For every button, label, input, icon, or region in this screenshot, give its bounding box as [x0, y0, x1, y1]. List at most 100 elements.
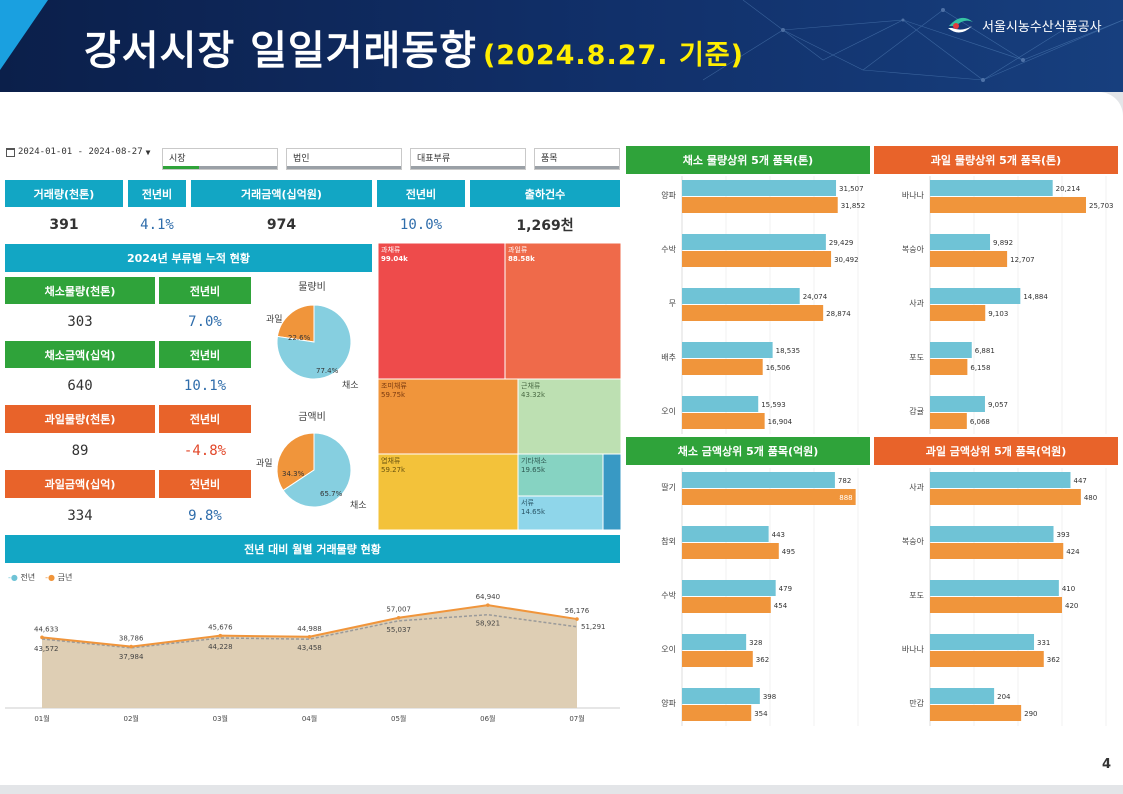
chevron-down-icon: ▼	[145, 147, 151, 157]
bar-curr[interactable]	[682, 251, 832, 267]
bar-curr-label: 6,158	[970, 364, 990, 372]
filter-market[interactable]: 시장	[162, 148, 278, 170]
bar-curr[interactable]	[930, 597, 1062, 613]
treemap-label: 조미채류	[381, 381, 407, 390]
bar-prev[interactable]	[682, 288, 800, 304]
bar-curr[interactable]	[682, 651, 753, 667]
veg-amount-bar-chart[interactable]: 딸기 782 888 참외 443 495 수박 479 454 오이 328 362 양파 398 354	[626, 468, 870, 726]
pie-slice-veg[interactable]	[282, 432, 352, 508]
treemap-cell[interactable]: 엽채류 59.27k	[378, 453, 519, 530]
veg-volume-yoy-label: 전년비	[159, 277, 251, 304]
bar-curr[interactable]	[930, 543, 1064, 559]
treemap-cell[interactable]	[602, 453, 621, 530]
veg-volume-label: 채소물량(천톤)	[5, 277, 155, 304]
bar-curr[interactable]	[930, 413, 967, 429]
fruit-amount-bar-chart[interactable]: 사과 447 480 복숭아 393 424 포도 410 420 바나나 331 362 만감 204 2…	[874, 468, 1118, 726]
treemap-cell[interactable]: 과일류 88.58k	[504, 243, 621, 380]
bar-prev-label: 14,884	[1023, 293, 1048, 301]
bar-curr[interactable]	[930, 489, 1081, 505]
bar-curr[interactable]	[682, 489, 856, 505]
bar-curr[interactable]	[682, 413, 765, 429]
category-label: 오이	[661, 644, 676, 654]
bar-prev[interactable]	[930, 180, 1053, 196]
bar-prev[interactable]	[682, 342, 773, 358]
bar-prev[interactable]	[930, 688, 995, 704]
bar-prev[interactable]	[930, 472, 1071, 488]
bar-curr[interactable]	[682, 597, 771, 613]
bar-prev[interactable]	[930, 288, 1021, 304]
bar-prev[interactable]	[930, 580, 1059, 596]
bar-curr-label: 30,492	[834, 256, 859, 264]
bar-curr[interactable]	[930, 251, 1008, 267]
bar-curr[interactable]	[930, 705, 1022, 721]
bar-curr-label: 25,703	[1089, 202, 1114, 210]
bar-prev[interactable]	[682, 180, 837, 196]
bar-curr-label: 888	[839, 494, 852, 502]
bar-prev[interactable]	[682, 396, 759, 412]
bar-prev[interactable]	[930, 342, 972, 358]
curr-point[interactable]	[307, 634, 312, 639]
bar-curr[interactable]	[930, 305, 986, 321]
treemap-value: 19.65k	[521, 466, 546, 474]
bar-prev-label: 398	[763, 693, 776, 701]
curr-point[interactable]	[129, 644, 133, 649]
curr-point[interactable]	[40, 635, 44, 640]
bar-prev-label: 331	[1037, 639, 1050, 647]
bar-prev[interactable]	[682, 526, 769, 542]
pie-veg-label: 채소	[350, 500, 367, 511]
bar-curr[interactable]	[682, 543, 779, 559]
veg-volume-bar-chart[interactable]: 양파 31,507 31,852 수박 29,429 30,492 무 24,074 28,87…	[626, 176, 870, 434]
filter-item[interactable]: 품목	[534, 148, 620, 170]
veg-volume-value: 303	[67, 314, 93, 330]
bar-curr[interactable]	[682, 305, 824, 321]
curr-point[interactable]	[396, 615, 401, 620]
bar-prev[interactable]	[930, 634, 1035, 650]
treemap-cell[interactable]: 과채류 99.04k	[378, 243, 506, 380]
treemap-cell[interactable]: 기타채소 19.65k	[517, 453, 604, 497]
curr-value-label: 44,988	[297, 625, 322, 633]
bar-prev[interactable]	[930, 234, 991, 250]
page-date: (2024.8.27. 기준)	[482, 40, 744, 71]
category-label: 딸기	[661, 482, 676, 492]
filter-corporation[interactable]: 법인	[286, 148, 402, 170]
veg-amount-label: 채소금액(십억)	[5, 341, 155, 368]
bar-prev[interactable]	[682, 472, 835, 488]
category-treemap[interactable]: 과채류 99.04k 과일류 88.58k 조미채류 59.75k 근채류 43…	[378, 243, 621, 530]
curr-point[interactable]	[575, 617, 579, 621]
category-label: 만감	[909, 698, 924, 708]
treemap-cell[interactable]: 근채류 43.32k	[517, 378, 621, 455]
bar-curr[interactable]	[682, 705, 752, 721]
curr-point[interactable]	[218, 633, 223, 638]
kpi-amount-header: 거래금액(십억원)	[191, 180, 372, 207]
filter-category[interactable]: 대표부류	[410, 148, 526, 170]
bar-curr[interactable]	[682, 359, 763, 375]
category-label: 참외	[661, 536, 676, 546]
bar-prev[interactable]	[682, 688, 760, 704]
treemap-cell[interactable]: 조미채류 59.75k	[378, 378, 519, 455]
kpi-volume-yoy-value: 4.1%	[140, 217, 174, 233]
treemap-cell[interactable]: 서류 14.65k	[517, 495, 604, 530]
prev-value-label: 43,458	[297, 644, 322, 652]
bar-prev[interactable]	[930, 396, 985, 412]
bar-prev[interactable]	[930, 526, 1054, 542]
pie-slice-veg[interactable]	[276, 304, 352, 380]
x-tick-label: 04월	[302, 714, 317, 723]
bar-curr[interactable]	[682, 197, 838, 213]
monthly-volume-line-chart[interactable]: 44,633 38,786 45,676 44,988 57,007 64,940 56,1…	[5, 586, 620, 728]
pie-slice-fruit[interactable]	[276, 304, 315, 343]
bar-curr-label: 362	[756, 656, 769, 664]
legend-curr: -● 금년	[45, 573, 73, 582]
org-name: 서울시농수산식품공사	[982, 19, 1102, 35]
bar-prev[interactable]	[682, 580, 776, 596]
bar-curr[interactable]	[930, 651, 1044, 667]
curr-point[interactable]	[486, 603, 490, 607]
bar-prev[interactable]	[682, 634, 747, 650]
fruit-volume-bar-chart[interactable]: 바나나 20,214 25,703 복숭아 9,892 12,707 사과 14,884 9,1…	[874, 176, 1118, 434]
bar-curr[interactable]	[930, 359, 968, 375]
curr-area	[42, 605, 577, 708]
date-range-picker[interactable]: 2024-01-01 - 2024-08-27 ▼	[6, 147, 150, 157]
bar-prev-label: 15,593	[761, 401, 786, 409]
page-title-text: 강서시장 일일거래동향	[84, 28, 477, 74]
bar-curr[interactable]	[930, 197, 1086, 213]
bar-prev[interactable]	[682, 234, 826, 250]
